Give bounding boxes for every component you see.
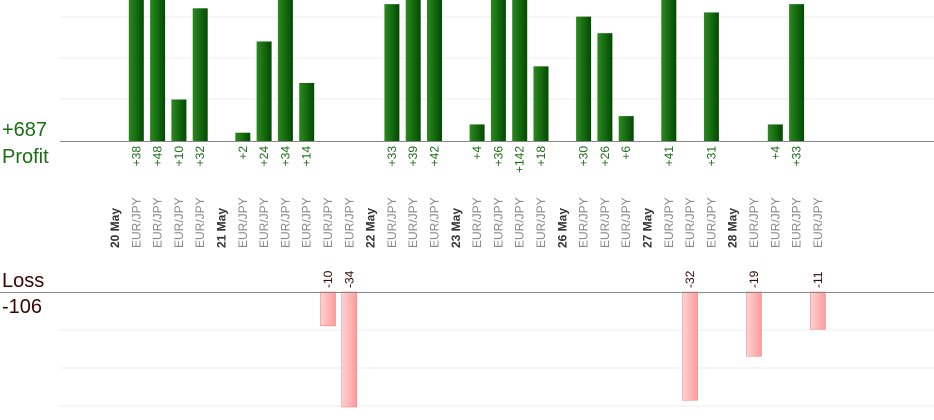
- profit-value-label: +36: [491, 146, 505, 167]
- pair-label: EUR/JPY: [811, 197, 825, 248]
- profit-bar: [192, 8, 208, 142]
- profit-bar: [384, 4, 400, 141]
- profit-bar: [767, 124, 783, 141]
- profit-value-label: +39: [406, 146, 420, 167]
- profit-bar: [789, 4, 805, 141]
- profit-total: +687: [2, 119, 48, 141]
- profit-value-label: +26: [598, 146, 612, 167]
- pair-label: EUR/JPY: [406, 197, 420, 248]
- loss-bar: [341, 291, 358, 408]
- profit-bar: [277, 0, 293, 141]
- profit-value-label: +41: [662, 146, 676, 167]
- loss-value-label: -19: [747, 270, 761, 288]
- date-label: 21 May: [215, 208, 229, 248]
- date-label: 20 May: [108, 208, 122, 248]
- profit-value-label: +142: [513, 146, 527, 173]
- labels: 20 May EUR/JPY +38 EUR/JPY +48 EUR/JPY +10 EUR/…: [108, 146, 825, 288]
- profit-value-label: +33: [790, 146, 804, 167]
- loss-total: -106: [2, 296, 43, 318]
- profit-value-label: +14: [300, 146, 314, 167]
- profit-value-label: +42: [428, 146, 442, 167]
- pair-label: EUR/JPY: [534, 197, 548, 248]
- date-label: 26 May: [555, 208, 569, 248]
- profit-value-label: +31: [704, 146, 718, 167]
- profit-bar: [533, 66, 549, 141]
- loss-label: Loss: [2, 270, 45, 292]
- pair-label: EUR/JPY: [577, 197, 591, 248]
- profit-bar: [150, 0, 166, 141]
- pair-label: EUR/JPY: [513, 197, 527, 248]
- pair-label: EUR/JPY: [172, 197, 186, 248]
- profit-bar: [469, 124, 485, 141]
- pair-label: EUR/JPY: [342, 197, 356, 248]
- loss-value-label: -10: [321, 270, 335, 288]
- pair-label: EUR/JPY: [662, 197, 676, 248]
- profit-value-label: +33: [385, 146, 399, 167]
- loss-value-label: -32: [683, 270, 697, 288]
- pair-label: EUR/JPY: [129, 197, 143, 248]
- pair-label: EUR/JPY: [278, 197, 292, 248]
- pair-label: EUR/JPY: [768, 197, 782, 248]
- pair-label: EUR/JPY: [491, 197, 505, 248]
- profit-bar: [299, 82, 315, 141]
- loss-value-label: -34: [342, 270, 356, 288]
- loss-bar: [682, 291, 698, 401]
- profit-bar: [490, 0, 506, 141]
- pair-label: EUR/JPY: [236, 197, 250, 248]
- pair-label: EUR/JPY: [428, 197, 442, 248]
- profit-value-label: +34: [278, 146, 292, 167]
- pair-label: EUR/JPY: [321, 197, 335, 248]
- axes: [0, 141, 934, 293]
- profit-bar: [235, 132, 251, 141]
- profit-bar: [576, 16, 592, 142]
- loss-bar: [320, 291, 336, 327]
- profit-bar: [512, 0, 528, 141]
- pair-label: EUR/JPY: [151, 197, 165, 248]
- date-label: 27 May: [641, 208, 655, 248]
- profit-bar: [618, 116, 634, 141]
- bars: [128, 0, 826, 408]
- loss-value-label: -11: [811, 271, 825, 288]
- pair-label: EUR/JPY: [257, 197, 271, 248]
- profit-value-label: +10: [172, 146, 186, 167]
- pair-label: EUR/JPY: [470, 197, 484, 248]
- pair-label: EUR/JPY: [683, 197, 697, 248]
- profit-bar: [703, 12, 719, 141]
- profit-value-label: +48: [151, 146, 165, 167]
- date-label: 28 May: [726, 208, 740, 248]
- profit-value-label: +4: [768, 146, 782, 160]
- pair-label: EUR/JPY: [704, 197, 718, 248]
- pair-label: EUR/JPY: [385, 197, 399, 248]
- profit-value-label: +24: [257, 146, 271, 167]
- pair-label: EUR/JPY: [619, 197, 633, 248]
- profit-bar: [427, 0, 442, 141]
- profit-value-label: +4: [470, 146, 484, 160]
- pair-label: EUR/JPY: [598, 197, 612, 248]
- pair-label: EUR/JPY: [193, 197, 207, 248]
- profit-bar: [405, 0, 421, 141]
- pair-label: EUR/JPY: [747, 197, 761, 248]
- profit-bar: [256, 41, 272, 141]
- profit-value-label: +30: [577, 146, 591, 167]
- profit-value-label: +32: [193, 146, 207, 167]
- profit-bar: [128, 0, 144, 141]
- profit-label: Profit: [2, 146, 49, 168]
- profit-bar: [597, 33, 613, 142]
- profit-value-label: +2: [236, 146, 250, 160]
- profit-value-label: +18: [534, 146, 548, 167]
- pair-label: EUR/JPY: [790, 197, 804, 248]
- loss-bar: [810, 291, 826, 330]
- date-label: 22 May: [364, 208, 378, 248]
- date-label: 23 May: [449, 208, 463, 248]
- pair-label: EUR/JPY: [300, 197, 314, 248]
- loss-bar: [746, 291, 762, 357]
- profit-bar: [661, 0, 677, 141]
- profit-value-label: +6: [619, 146, 633, 160]
- profit-value-label: +38: [129, 146, 143, 167]
- profit-bar: [171, 99, 187, 141]
